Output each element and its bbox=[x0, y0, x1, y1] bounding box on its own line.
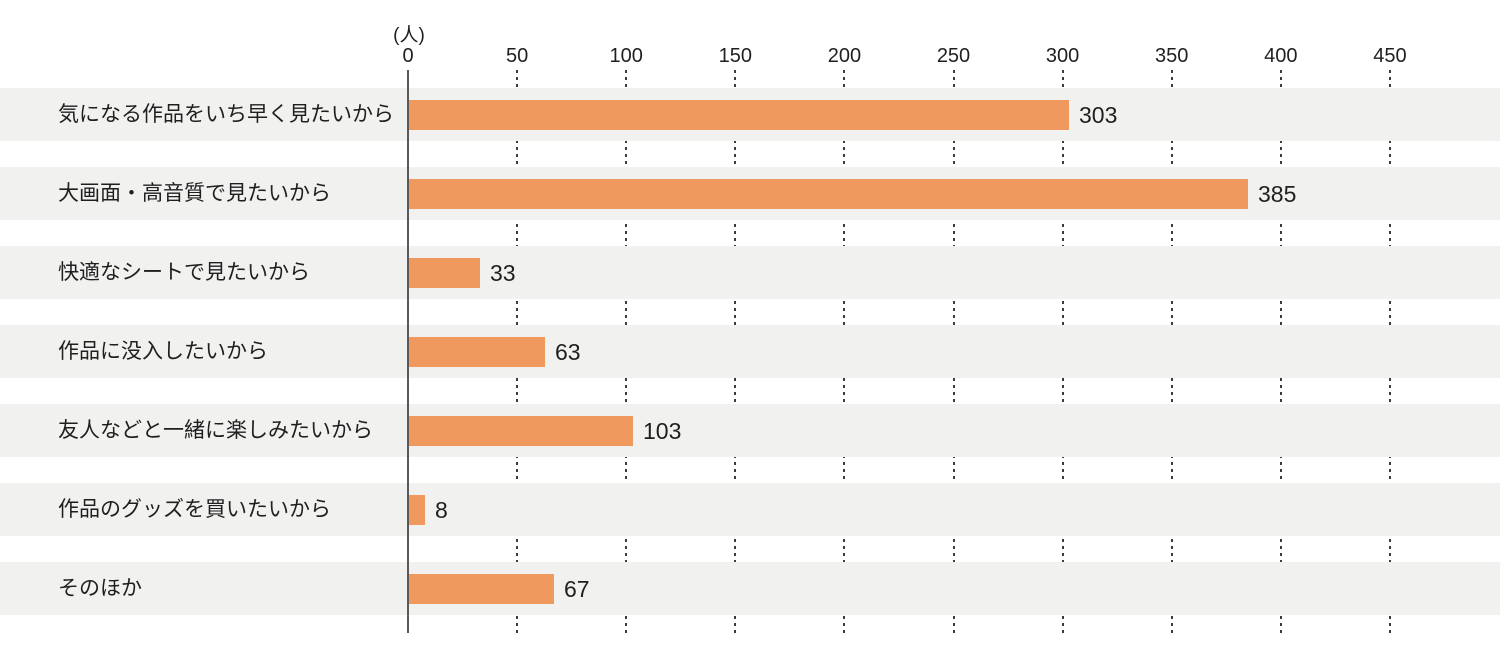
x-axis-tick-label: 400 bbox=[1264, 45, 1298, 67]
row-band bbox=[0, 562, 1500, 615]
category-label: 作品のグッズを買いたいから bbox=[58, 498, 331, 521]
x-axis-tick-label: 0 bbox=[402, 45, 414, 67]
bar bbox=[408, 573, 554, 604]
x-axis-tick-label: 300 bbox=[1045, 45, 1080, 67]
bar bbox=[408, 415, 633, 446]
x-axis-tick-label: 200 bbox=[827, 45, 862, 67]
x-axis-tick-label: 50 bbox=[505, 45, 529, 67]
category-label: 大画面・高音質で見たいから bbox=[58, 182, 331, 205]
bar bbox=[408, 257, 480, 288]
row-band bbox=[0, 404, 1500, 457]
axis-unit-label: (人) bbox=[393, 25, 425, 46]
zero-axis-line bbox=[407, 70, 409, 633]
bar-value-label: 67 bbox=[564, 576, 590, 602]
x-axis-tick-label: 150 bbox=[718, 45, 752, 67]
row-band bbox=[0, 325, 1500, 378]
bar-value-label: 303 bbox=[1079, 102, 1118, 128]
bar bbox=[408, 336, 545, 367]
bar bbox=[408, 178, 1248, 209]
bar-value-label: 385 bbox=[1258, 181, 1297, 207]
bar-value-label: 8 bbox=[435, 497, 448, 523]
category-label: そのほか bbox=[58, 577, 142, 600]
category-label: 作品に没入したいから bbox=[58, 340, 268, 363]
category-label: 友人などと一緒に楽しみたいから bbox=[58, 419, 373, 442]
category-label: 気になる作品をいち早く見たいから bbox=[58, 103, 394, 126]
x-axis-tick-label: 100 bbox=[609, 45, 643, 67]
x-axis-tick-label: 450 bbox=[1373, 45, 1407, 67]
bar-value-label: 33 bbox=[490, 260, 516, 286]
row-band bbox=[0, 246, 1500, 299]
category-label: 快適なシートで見たいから bbox=[58, 261, 310, 284]
bar bbox=[408, 494, 425, 525]
row-band bbox=[0, 483, 1500, 536]
bar-value-label: 103 bbox=[643, 418, 682, 444]
bar-value-label: 63 bbox=[555, 339, 581, 365]
bar bbox=[408, 99, 1069, 130]
x-axis-tick-label: 250 bbox=[936, 45, 971, 67]
x-axis-tick-label: 350 bbox=[1155, 45, 1189, 67]
